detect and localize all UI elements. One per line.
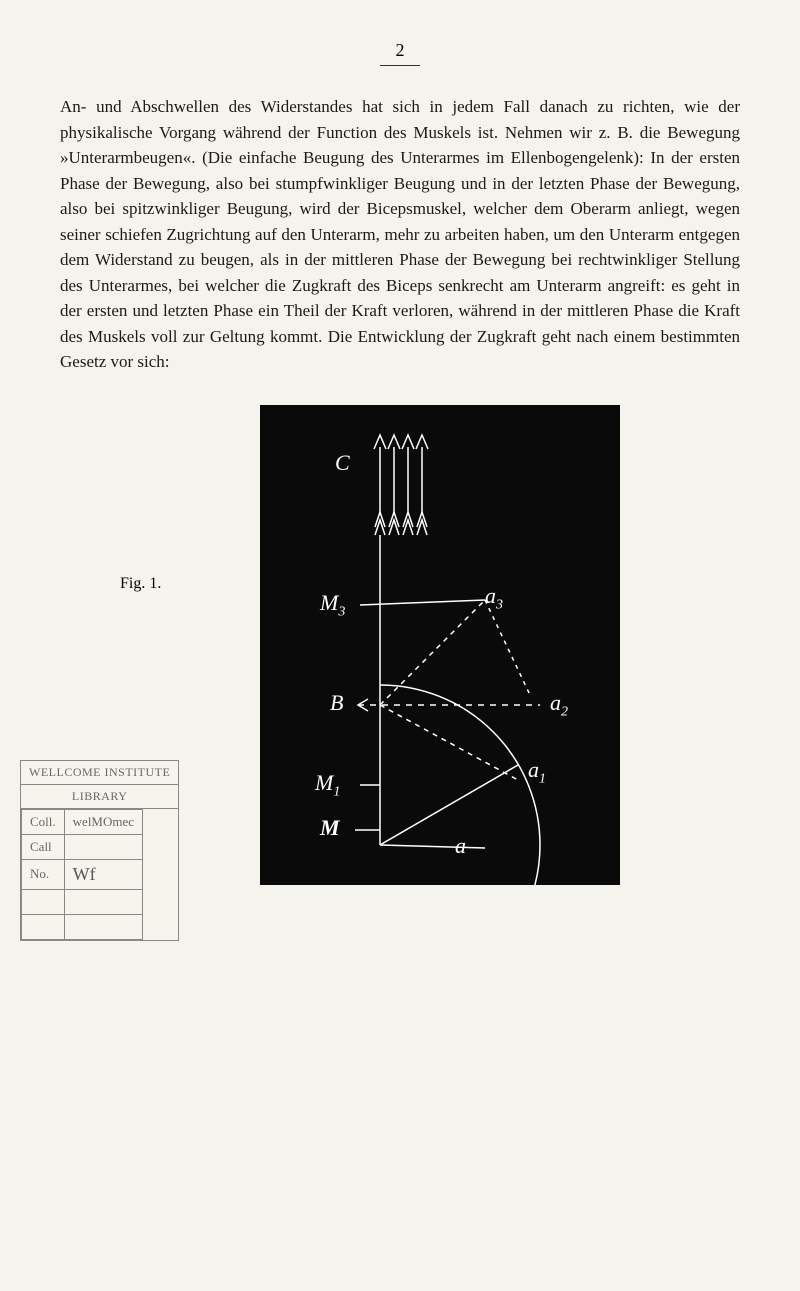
stamp-row: Coll. welMOmec: [22, 809, 143, 834]
label-M1-sub: 1: [333, 784, 340, 799]
label-C: C: [335, 450, 350, 476]
stamp-cell-value: Wf: [64, 859, 142, 889]
label-a3: a3: [485, 583, 503, 613]
stamp-cell-value: [64, 834, 142, 859]
label-M3-base: M: [320, 590, 338, 615]
label-M3-sub: 3: [338, 604, 345, 619]
page: 2 An- und Abschwellen des Widerstandes h…: [0, 0, 800, 1291]
stamp-row: [22, 889, 143, 914]
stamp-table: Coll. welMOmec Call No. Wf: [21, 809, 143, 940]
stamp-row: Call: [22, 834, 143, 859]
stamp-cell-empty: [64, 889, 142, 914]
stamp-cell-label: No.: [22, 859, 65, 889]
label-M1-base: M: [315, 770, 333, 795]
stamp-header-1: WELLCOME INSTITUTE: [21, 761, 178, 785]
stamp-cell-label: Coll.: [22, 809, 65, 834]
label-a2: a2: [550, 690, 568, 720]
stamp-row: No. Wf: [22, 859, 143, 889]
diagram-svg: [260, 405, 620, 885]
label-a2-sub: 2: [561, 704, 568, 719]
stamp-row: [22, 914, 143, 939]
label-B: B: [330, 690, 343, 716]
label-M: M: [320, 815, 340, 841]
label-a2-base: a: [550, 690, 561, 715]
label-a1: a1: [528, 757, 546, 787]
label-a3-base: a: [485, 583, 496, 608]
library-stamp: WELLCOME INSTITUTE LIBRARY Coll. welMOme…: [20, 760, 179, 941]
stamp-cell-value: welMOmec: [64, 809, 142, 834]
stamp-cell-label: Call: [22, 834, 65, 859]
diagram: C M3 a3 B a2 M1 a1 M a: [260, 405, 620, 885]
page-number: 2: [380, 40, 420, 66]
stamp-cell-empty: [22, 914, 65, 939]
body-text: An- und Abschwellen des Widerstandes hat…: [60, 94, 740, 375]
label-M3: M3: [320, 590, 345, 620]
figure-caption: Fig. 1.: [120, 575, 161, 593]
stamp-cell-empty: [22, 889, 65, 914]
stamp-cell-empty: [64, 914, 142, 939]
figure-area: Fig. 1. C M3 a3 B a2 M1 a1 M a: [60, 405, 740, 905]
label-a1-sub: 1: [539, 771, 546, 786]
label-a: a: [455, 833, 466, 859]
label-M1: M1: [315, 770, 340, 800]
stamp-header-2: LIBRARY: [21, 785, 178, 809]
label-a1-base: a: [528, 757, 539, 782]
label-a3-sub: 3: [496, 597, 503, 612]
